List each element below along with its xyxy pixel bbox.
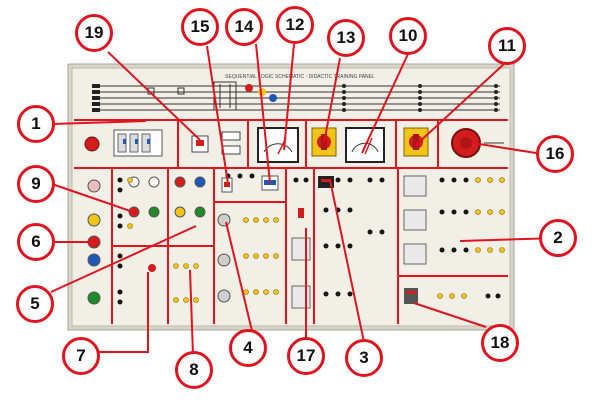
contactor-icon (291, 285, 311, 309)
callout-5-label: 5 (30, 294, 40, 313)
callout-10-label: 10 (398, 26, 418, 45)
ammeter-section (345, 127, 385, 163)
callout-8: 8 (175, 351, 213, 389)
push-button-icon (87, 291, 101, 305)
callout-15: 15 (181, 8, 219, 46)
callout-6: 6 (17, 223, 55, 261)
callout-16: 16 (536, 135, 574, 173)
callout-14: 14 (225, 8, 263, 46)
emergency-section (451, 128, 504, 158)
callout-17: 17 (287, 337, 325, 375)
callout-11: 11 (488, 27, 526, 65)
pilot-light-column (128, 176, 206, 272)
rotary-switch-section-11 (403, 127, 429, 157)
callout-7: 7 (62, 337, 100, 375)
callout-4-label: 4 (243, 338, 253, 357)
callout-9: 9 (17, 165, 55, 203)
terminal-grid (117, 173, 505, 305)
relay-section (191, 131, 241, 155)
contactor-icon (403, 243, 427, 265)
top-schematic-strip: SEQUENTIAL LOGIC SCHEMATIC · DIDACTIC TR… (92, 74, 500, 112)
callout-1-label: 1 (31, 114, 41, 133)
callout-12-label: 12 (285, 15, 305, 34)
callout-19-label: 19 (84, 23, 104, 42)
push-button-column (87, 179, 101, 305)
callout-18: 18 (481, 324, 519, 362)
callout-9-label: 9 (31, 174, 41, 193)
callout-8-label: 8 (189, 360, 199, 379)
panel-face (71, 67, 511, 327)
callout-1: 1 (17, 105, 55, 143)
section-dividers (74, 119, 508, 324)
top-strip-text: SEQUENTIAL LOGIC SCHEMATIC · DIDACTIC TR… (225, 74, 375, 80)
callout-17-label: 17 (296, 346, 316, 365)
emergency-stop-icon (84, 136, 100, 152)
callout-6-label: 6 (31, 232, 41, 251)
callout-18-label: 18 (490, 333, 510, 352)
callout-2: 2 (539, 219, 577, 257)
callout-13-label: 13 (336, 28, 356, 47)
main-breaker-section (84, 129, 163, 157)
callout-3: 3 (345, 339, 383, 377)
contactor-icon (291, 237, 311, 261)
pilot-light-icon (245, 84, 253, 92)
contactor-icon (403, 175, 427, 197)
callout-7-label: 7 (76, 346, 86, 365)
push-button-icon (87, 213, 101, 227)
callout-19: 19 (75, 14, 113, 52)
callout-2-label: 2 (553, 228, 563, 247)
callout-5: 5 (16, 285, 54, 323)
analog-meter-icon (345, 127, 385, 163)
callout-12: 12 (276, 6, 314, 44)
callout-11-label: 11 (498, 36, 516, 55)
callout-13: 13 (327, 19, 365, 57)
callout-leaders (50, 43, 559, 356)
voltmeter-section (257, 127, 299, 163)
callout-10: 10 (389, 17, 427, 55)
callout-14-label: 14 (234, 17, 254, 36)
callout-15-label: 15 (190, 17, 210, 36)
callout-3-label: 3 (359, 348, 369, 367)
analog-meter-icon (257, 127, 299, 163)
callout-4: 4 (229, 329, 267, 367)
pilot-light-icon (269, 94, 277, 102)
contactor-icon (403, 209, 427, 231)
push-button-icon (87, 253, 101, 267)
push-button-icon (87, 179, 101, 193)
callout-16-label: 16 (545, 144, 565, 163)
